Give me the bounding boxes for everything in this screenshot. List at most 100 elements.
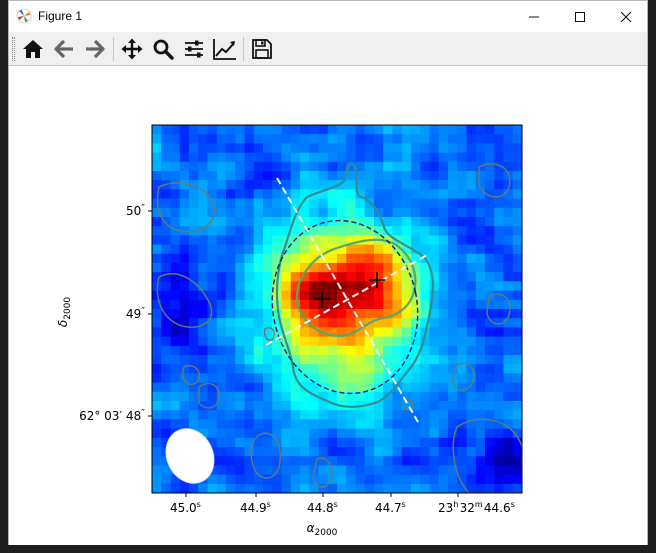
heatmap-cell: [207, 235, 218, 246]
heatmap-cell: [318, 428, 329, 439]
overlay-layer: [156, 162, 522, 493]
heatmap-cell: [457, 143, 468, 154]
heatmap-cell: [244, 364, 255, 374]
heatmap-cell: [179, 189, 190, 200]
heatmap-cell: [429, 391, 440, 402]
heatmap-cell: [161, 189, 172, 200]
heatmap-cell: [179, 345, 190, 356]
heatmap-cell: [290, 281, 301, 292]
toolbar-grip[interactable]: [12, 37, 15, 61]
minimize-button[interactable]: [511, 1, 557, 32]
heatmap-cell: [392, 364, 403, 374]
heatmap-cell: [152, 171, 162, 181]
heatmap-cell: [448, 226, 458, 236]
save-button[interactable]: [248, 36, 276, 62]
heatmap-cell: [503, 207, 514, 218]
heatmap-cell: [401, 143, 412, 154]
heatmap-cell: [392, 401, 403, 411]
heatmap-cell: [429, 226, 440, 236]
heatmap-cell: [216, 410, 227, 420]
heatmap-cell: [485, 226, 495, 236]
heatmap-cell: [263, 272, 273, 282]
heatmap-cell: [429, 483, 440, 493]
heatmap-cell: [494, 290, 505, 301]
heatmap-cell: [466, 299, 477, 310]
heatmap-cell: [161, 428, 172, 439]
heatmap-cell: [346, 382, 357, 393]
heatmap-cell: [355, 483, 366, 493]
heatmap-cell: [475, 235, 486, 246]
heatmap-cell: [161, 483, 172, 493]
heatmap-cell: [503, 483, 514, 493]
figure-canvas[interactable]: 45.0s 44.9s 44.8s 44.7s 23h 32m 44.6s 50…: [9, 67, 647, 545]
heatmap-cell: [253, 217, 264, 227]
heatmap-cell: [420, 465, 431, 476]
heatmap-cell: [235, 152, 246, 163]
heatmap-cell: [152, 253, 162, 264]
heatmap-cell: [281, 125, 292, 135]
maximize-button[interactable]: [557, 1, 603, 32]
plot-svg[interactable]: 45.0s 44.9s 44.8s 44.7s 23h 32m 44.6s 50…: [9, 67, 647, 545]
heatmap-cell: [355, 410, 366, 420]
heatmap-cell: [189, 290, 199, 301]
heatmap-cell: [189, 401, 199, 411]
heatmap-cell: [420, 198, 431, 209]
heatmap-cell: [161, 125, 172, 135]
heatmap-cell: [216, 180, 227, 190]
heatmap-cell: [189, 373, 199, 384]
heatmap-cell: [207, 253, 218, 264]
heatmap-cell: [263, 281, 273, 292]
heatmap-cell: [448, 428, 458, 439]
heatmap-cell: [253, 198, 264, 209]
heatmap-cell: [300, 456, 310, 466]
heatmap-cell: [281, 483, 292, 493]
heatmap-cell: [475, 465, 486, 476]
subplots-button[interactable]: [180, 36, 208, 62]
heatmap-cell: [364, 198, 375, 209]
heatmap-cell: [244, 483, 255, 493]
heatmap-cell: [401, 226, 412, 236]
heatmap-cell: [189, 345, 199, 356]
close-button[interactable]: [603, 1, 649, 32]
heatmap-cell: [411, 391, 421, 402]
heatmap-cell: [374, 373, 384, 384]
heatmap-cell: [244, 263, 255, 273]
pan-button[interactable]: [118, 36, 146, 62]
heatmap-cell: [235, 456, 246, 466]
heatmap-cell: [216, 428, 227, 439]
heatmap-cell: [466, 217, 477, 227]
home-button[interactable]: [19, 36, 47, 62]
heatmap-cell: [309, 125, 320, 135]
heatmap-cell: [198, 171, 209, 181]
heatmap-cell: [198, 244, 209, 255]
heatmap-cell: [309, 447, 320, 457]
heatmap-cell: [300, 391, 310, 402]
heatmap-cell: [198, 180, 209, 190]
toolbar-separator: [243, 37, 244, 61]
back-button[interactable]: [50, 36, 78, 62]
heatmap-cell: [485, 355, 495, 365]
heatmap-cell: [355, 263, 366, 273]
zoom-button[interactable]: [149, 36, 177, 62]
heatmap-cell: [281, 428, 292, 439]
heatmap-cell: [392, 447, 403, 457]
heatmap-cell: [253, 437, 264, 448]
heatmap-cell: [429, 253, 440, 264]
heatmap-cell: [512, 299, 522, 310]
heatmap-cell: [244, 253, 255, 264]
heatmap-cell: [411, 244, 421, 255]
forward-button[interactable]: [81, 36, 109, 62]
heatmap-cell: [179, 244, 190, 255]
heatmap-cell: [512, 244, 522, 255]
heatmap-cell: [494, 180, 505, 190]
beam-ellipse: [165, 428, 215, 484]
heatmap-cell: [364, 263, 375, 273]
heatmap-cell: [189, 419, 199, 430]
heatmap-cell: [364, 465, 375, 476]
edit-axis-button[interactable]: [211, 36, 239, 62]
heatmap-cell: [216, 355, 227, 365]
heatmap-cell: [281, 327, 292, 338]
heatmap-cell: [346, 235, 357, 246]
heatmap-cell: [392, 410, 403, 420]
x-tick-label: 23h 32m 44.6s: [438, 500, 516, 515]
